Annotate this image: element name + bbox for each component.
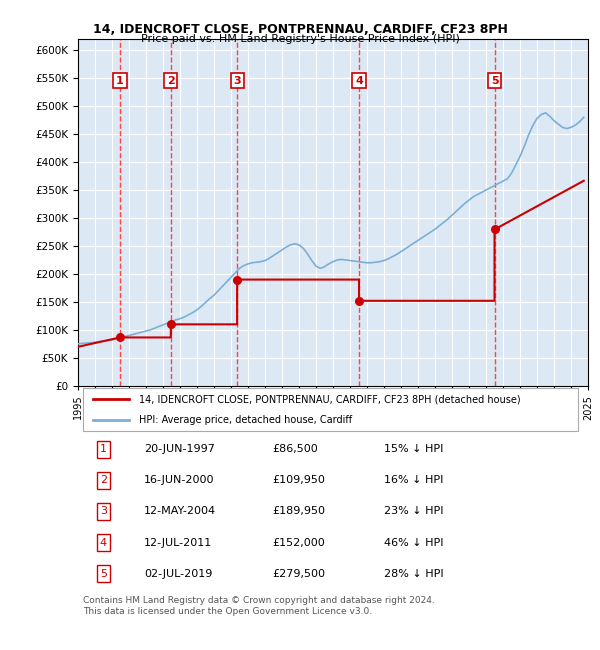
Text: Price paid vs. HM Land Registry's House Price Index (HPI): Price paid vs. HM Land Registry's House … (140, 34, 460, 44)
Text: 4: 4 (100, 538, 107, 547)
Text: £152,000: £152,000 (272, 538, 325, 547)
Text: 3: 3 (100, 506, 107, 516)
Text: 15% ↓ HPI: 15% ↓ HPI (384, 444, 443, 454)
Text: 3: 3 (233, 75, 241, 86)
Text: HPI: Average price, detached house, Cardiff: HPI: Average price, detached house, Card… (139, 415, 352, 425)
Text: 2: 2 (167, 75, 175, 86)
Text: 02-JUL-2019: 02-JUL-2019 (145, 569, 212, 578)
Point (490, 224, 499, 235)
Text: 1: 1 (100, 444, 107, 454)
Point (115, 332, 125, 343)
Text: 23% ↓ HPI: 23% ↓ HPI (384, 506, 443, 516)
Text: 5: 5 (100, 569, 107, 578)
Point (354, 296, 364, 306)
Text: Contains HM Land Registry data © Crown copyright and database right 2024.
This d: Contains HM Land Registry data © Crown c… (83, 596, 435, 616)
Text: 28% ↓ HPI: 28% ↓ HPI (384, 569, 443, 578)
Point (232, 274, 242, 285)
Text: 14, IDENCROFT CLOSE, PONTPRENNAU, CARDIFF, CF23 8PH: 14, IDENCROFT CLOSE, PONTPRENNAU, CARDIF… (92, 23, 508, 36)
Text: £86,500: £86,500 (272, 444, 317, 454)
Text: 46% ↓ HPI: 46% ↓ HPI (384, 538, 443, 547)
Text: 5: 5 (491, 75, 499, 86)
Text: 12-MAY-2004: 12-MAY-2004 (145, 506, 217, 516)
Text: 16-JUN-2000: 16-JUN-2000 (145, 475, 215, 486)
Text: 4: 4 (355, 75, 363, 86)
Text: 2: 2 (100, 475, 107, 486)
Text: £109,950: £109,950 (272, 475, 325, 486)
Text: 12-JUL-2011: 12-JUL-2011 (145, 538, 212, 547)
Point (166, 319, 176, 330)
Text: 16% ↓ HPI: 16% ↓ HPI (384, 475, 443, 486)
Text: £279,500: £279,500 (272, 569, 325, 578)
Text: £189,950: £189,950 (272, 506, 325, 516)
Text: 1: 1 (116, 75, 124, 86)
FancyBboxPatch shape (83, 388, 578, 432)
Text: 14, IDENCROFT CLOSE, PONTPRENNAU, CARDIFF, CF23 8PH (detached house): 14, IDENCROFT CLOSE, PONTPRENNAU, CARDIF… (139, 395, 521, 404)
Text: 20-JUN-1997: 20-JUN-1997 (145, 444, 215, 454)
